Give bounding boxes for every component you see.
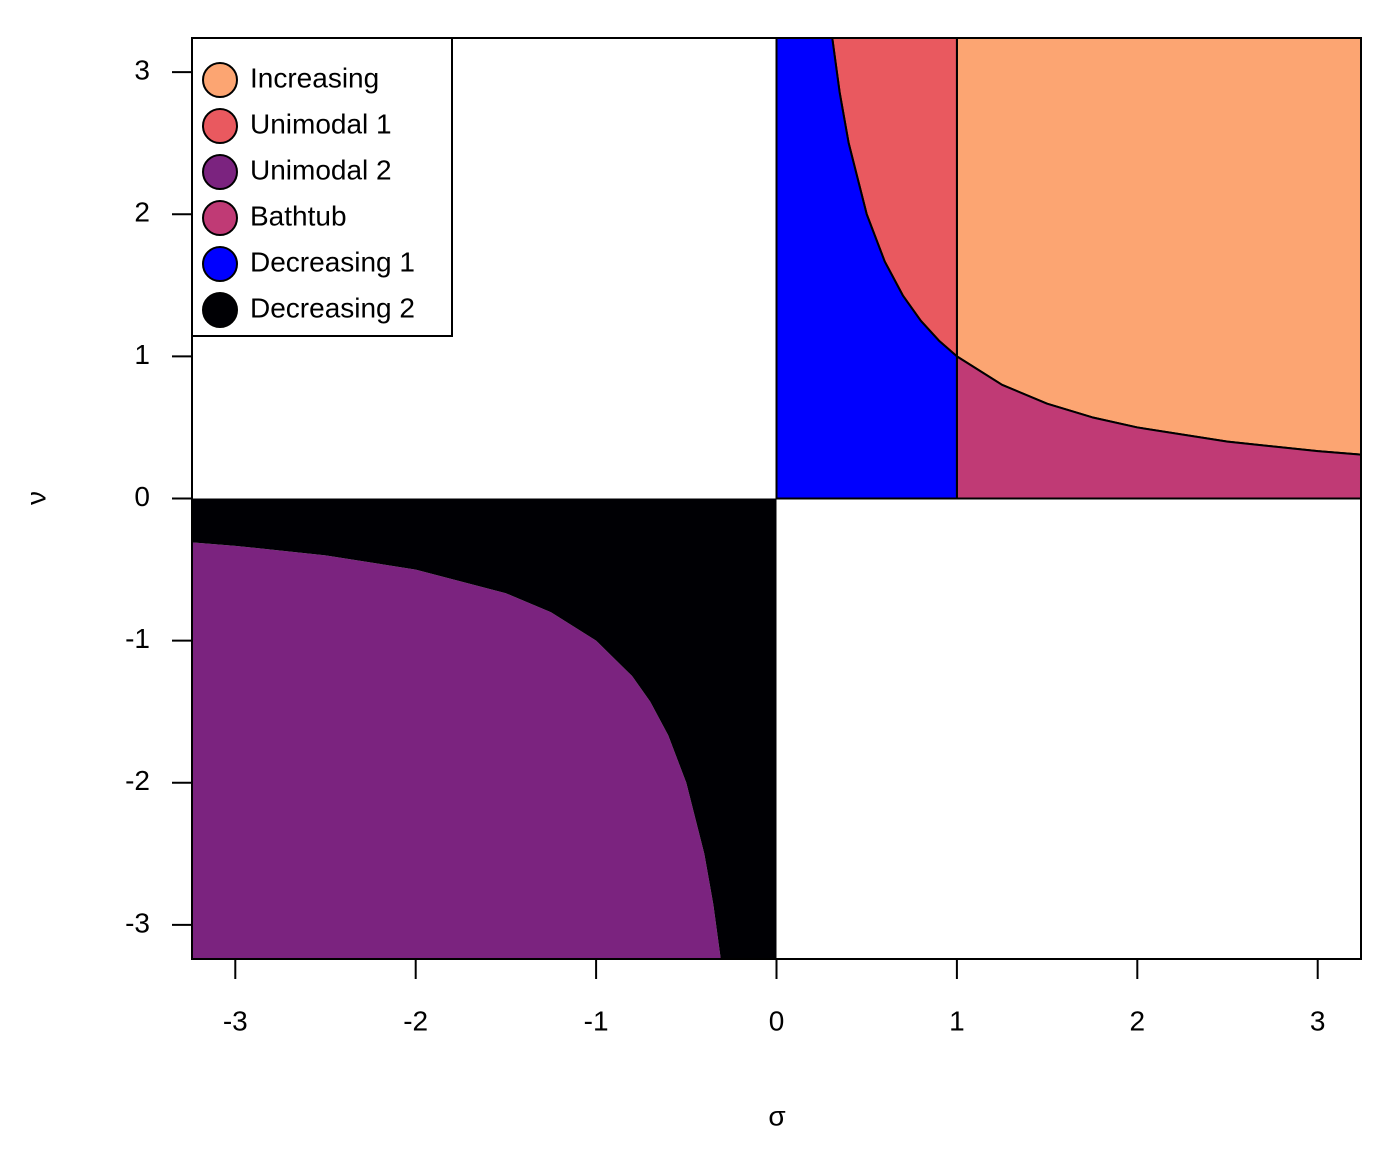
x-tick-label: 2 (1130, 1005, 1146, 1036)
legend-label: Decreasing 2 (250, 292, 415, 323)
x-tick-label: 3 (1310, 1005, 1326, 1036)
y-axis-label: ν (20, 491, 51, 505)
y-tick-label: -1 (125, 623, 150, 654)
legend-marker (202, 154, 238, 190)
legend-label: Unimodal 2 (250, 154, 392, 185)
y-tick-label: 3 (134, 55, 150, 86)
legend-marker (202, 200, 238, 236)
x-tick-label: -2 (403, 1005, 428, 1036)
region (192, 498, 777, 959)
x-tick-label: 1 (949, 1005, 965, 1036)
legend-label: Unimodal 1 (250, 108, 392, 139)
y-tick-label: -2 (125, 765, 150, 796)
x-tick-label: -1 (584, 1005, 609, 1036)
legend-marker (202, 246, 238, 282)
legend-label: Increasing (250, 62, 379, 93)
legend-marker (202, 108, 238, 144)
y-tick-label: 2 (134, 197, 150, 228)
region (192, 542, 721, 959)
legend-label: Bathtub (250, 200, 347, 231)
x-tick-label: -3 (223, 1005, 248, 1036)
x-tick-label: 0 (769, 1005, 785, 1036)
y-tick-label: 0 (134, 481, 150, 512)
legend-marker (202, 292, 238, 328)
legend-label: Decreasing 1 (250, 246, 415, 277)
legend-marker (202, 62, 238, 98)
x-axis-label: σ (768, 1100, 785, 1131)
y-tick-label: -3 (125, 907, 150, 938)
y-tick-label: 1 (134, 339, 150, 370)
